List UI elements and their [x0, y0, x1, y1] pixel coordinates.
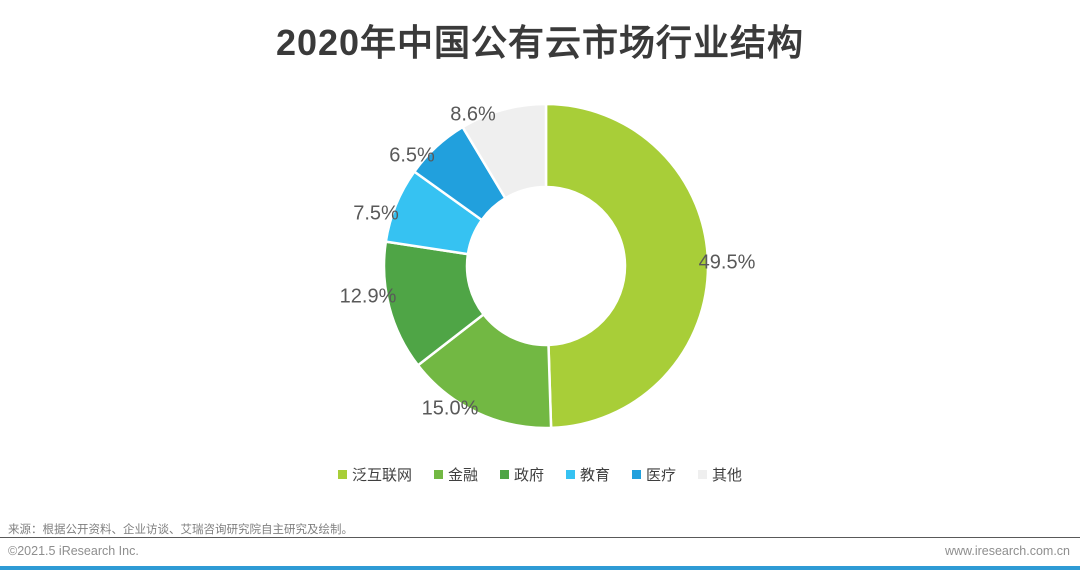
slice-value-label: 8.6% — [450, 103, 496, 125]
slice-value-label: 15.0% — [422, 397, 479, 419]
legend-swatch-icon — [433, 470, 443, 479]
legend-item-政府: 政府 — [499, 464, 544, 485]
footer-divider — [0, 537, 1080, 538]
legend-label: 其他 — [712, 467, 743, 484]
legend-label: 泛互联网 — [351, 467, 412, 484]
legend-swatch-icon — [632, 470, 642, 479]
legend-swatch-icon — [337, 470, 347, 479]
donut-slice-泛互联网 — [544, 102, 710, 430]
legend-swatch-icon — [566, 470, 575, 479]
brand-accent-bar — [0, 566, 1080, 570]
slice-value-label: 49.5% — [699, 251, 756, 273]
legend-item-金融: 金融 — [433, 464, 478, 485]
legend-label: 政府 — [513, 467, 544, 484]
copyright-text: ©2021.5 iResearch Inc. — [8, 544, 139, 558]
legend-swatch-icon — [499, 470, 509, 479]
slice-value-label: 7.5% — [353, 202, 399, 224]
slice-value-label: 6.5% — [389, 144, 435, 166]
source-note: 来源：根据公开资料、企业访谈、艾瑞咨询研究院自主研究及绘制。 — [8, 524, 353, 536]
donut-slice-其他 — [461, 102, 548, 200]
chart-title: 2020年中国公有云市场行业结构 — [275, 22, 805, 63]
chart-legend: 泛互联网 金融 政府 教育 医疗 其他 — [0, 464, 1080, 485]
legend-label: 教育 — [580, 467, 611, 484]
slice-value-label: 12.9% — [340, 285, 397, 307]
legend-label: 医疗 — [646, 467, 677, 484]
legend-item-教育: 教育 — [566, 464, 610, 485]
legend-label: 金融 — [447, 467, 478, 484]
legend-swatch-icon — [698, 470, 708, 479]
website-text: www.iresearch.com.cn — [944, 544, 1070, 558]
legend-item-泛互联网: 泛互联网 — [337, 464, 412, 485]
legend-item-医疗: 医疗 — [632, 464, 676, 485]
legend-item-其他: 其他 — [698, 464, 742, 485]
